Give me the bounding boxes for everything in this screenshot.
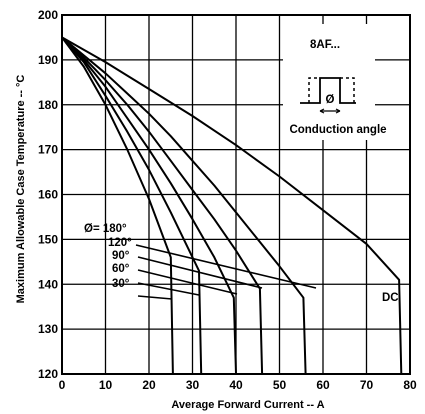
- y-axis-title: Maximum Allowable Case Temperature -- °C: [15, 75, 27, 304]
- curves: [61, 36, 403, 375]
- y-tick-label: 130: [38, 322, 58, 336]
- x-tick-label: 40: [229, 378, 243, 392]
- leader-line: [137, 256, 263, 289]
- y-tick-label: 190: [38, 53, 58, 67]
- y-tick-label: 120: [38, 367, 58, 381]
- phi-symbol: Ø: [326, 94, 335, 106]
- x-tick-label: 0: [59, 378, 66, 392]
- conduction-angle-label: Conduction angle: [289, 124, 386, 136]
- y-tick-label: 180: [38, 98, 58, 112]
- x-tick-label: 10: [99, 378, 113, 392]
- x-tick-label: 70: [360, 378, 374, 392]
- leader-line: [135, 244, 317, 289]
- x-tick-label: 30: [186, 378, 200, 392]
- y-tick-label: 200: [38, 8, 58, 22]
- label-180: Ø= 180°: [84, 223, 127, 235]
- x-axis-title: Average Forward Current -- A: [171, 399, 324, 411]
- waveform-icon: [300, 77, 356, 114]
- inset-background: [283, 24, 375, 140]
- label-dc: DC: [382, 292, 399, 304]
- series-line-60: [61, 36, 203, 375]
- label-60: 60°: [112, 263, 130, 275]
- label-90: 90°: [112, 250, 130, 262]
- series-line-180: [61, 36, 307, 375]
- tick-labels: 0 10 20 30 40 50 60 70 80 120 130 140 150 160 170 180 19…: [38, 8, 417, 392]
- series-line-90: [61, 36, 237, 375]
- x-tick-label: 60: [316, 378, 330, 392]
- series-line-30: [61, 36, 174, 375]
- y-tick-label: 160: [38, 188, 58, 202]
- x-tick-label: 20: [142, 378, 156, 392]
- leader-line: [137, 282, 200, 296]
- x-tick-label: 50: [273, 378, 287, 392]
- label-120: 120°: [108, 237, 132, 249]
- grid: [61, 14, 411, 375]
- leader-lines: [135, 244, 317, 300]
- series-line-120: [61, 36, 264, 375]
- leader-line: [137, 295, 173, 300]
- series-line-DC: [61, 36, 403, 375]
- y-tick-label: 170: [38, 143, 58, 157]
- part-number-label: 8AF...: [310, 39, 340, 51]
- y-tick-label: 150: [38, 232, 58, 246]
- label-30: 30°: [112, 278, 130, 290]
- y-tick-label: 140: [38, 277, 58, 291]
- leader-line: [137, 269, 238, 295]
- x-tick-label: 80: [403, 378, 417, 392]
